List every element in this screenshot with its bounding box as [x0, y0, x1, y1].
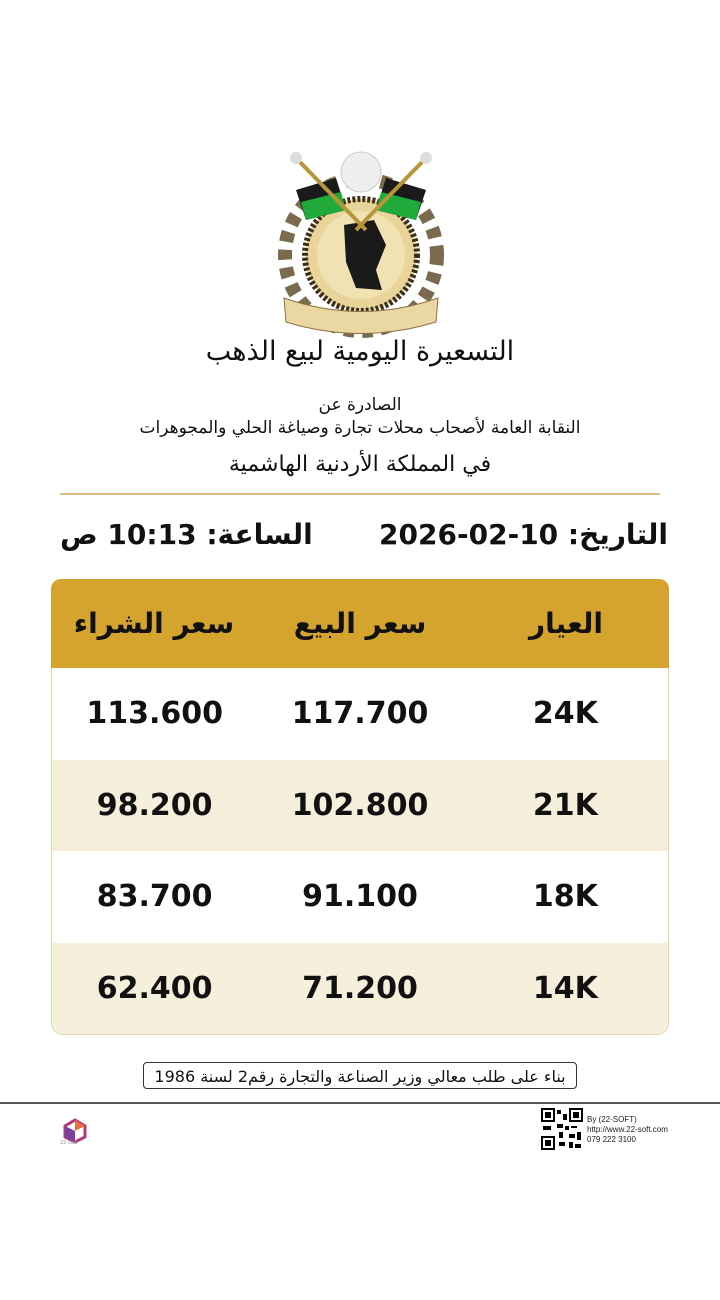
page-title: التسعيرة اليومية لبيع الذهب: [205, 336, 515, 367]
sell-price-cell: 71.200: [302, 970, 418, 1006]
karat-cell: 21K: [532, 787, 598, 823]
table-header: العيار سعر البيع سعر الشراء: [51, 579, 669, 668]
table-row: 14K 71.200 62.400: [52, 942, 668, 1034]
table-row: 24K 117.700 113.600: [52, 668, 668, 760]
column-header-karat: العيار: [529, 607, 603, 640]
time-value: 10:13 ص: [60, 518, 197, 551]
column-header-buy: سعر الشراء: [73, 607, 235, 640]
legal-note: بناء على طلب معالي وزير الصناعة والتجارة…: [143, 1062, 577, 1089]
sell-price-cell: 91.100: [302, 879, 418, 915]
karat-cell: 24K: [532, 696, 598, 732]
buy-price-cell: 98.200: [96, 787, 213, 823]
sell-price-cell: 117.700: [291, 696, 429, 732]
table-row: 18K 91.100 83.700: [52, 851, 668, 943]
sell-price-cell: 102.800: [291, 787, 429, 823]
header-divider: [60, 493, 660, 495]
country-name: في المملكة الأردنية الهاشمية: [228, 452, 492, 477]
time-field: الساعة: 10:13 ص: [60, 518, 313, 551]
issued-by-label: الصادرة عن: [318, 395, 402, 415]
credit-url[interactable]: http://www.22-soft.com: [587, 1125, 668, 1134]
price-table: العيار سعر البيع سعر الشراء 24K 117.700 …: [51, 579, 669, 1035]
date-value: 10-02-2026: [379, 518, 559, 551]
brand-text: 22-soft: [60, 1140, 78, 1146]
qr-code-icon[interactable]: [541, 1108, 583, 1150]
table-row: 21K 102.800 98.200: [52, 759, 668, 851]
time-label: الساعة:: [206, 518, 313, 551]
footer-divider: [0, 1102, 720, 1104]
buy-price-cell: 83.700: [96, 879, 213, 915]
credit-by: By (22-SOFT): [587, 1115, 637, 1124]
karat-cell: 18K: [532, 879, 598, 915]
credit-phone: 079 222 3100: [587, 1135, 636, 1144]
22soft-logo-icon: [63, 1118, 87, 1144]
karat-cell: 14K: [532, 970, 598, 1006]
issuer-name: النقابة العامة لأصحاب محلات تجارة وصياغة…: [139, 418, 581, 438]
date-field: التاريخ: 10-02-2026: [379, 518, 668, 551]
buy-price-cell: 62.400: [96, 970, 213, 1006]
developer-credit: By (22-SOFT) http://www.22-soft.com 079 …: [587, 1115, 668, 1145]
buy-price-cell: 113.600: [86, 696, 223, 732]
column-header-sell: سعر البيع: [293, 607, 427, 640]
date-label: التاريخ:: [567, 518, 668, 551]
syndicate-logo: [278, 151, 444, 338]
